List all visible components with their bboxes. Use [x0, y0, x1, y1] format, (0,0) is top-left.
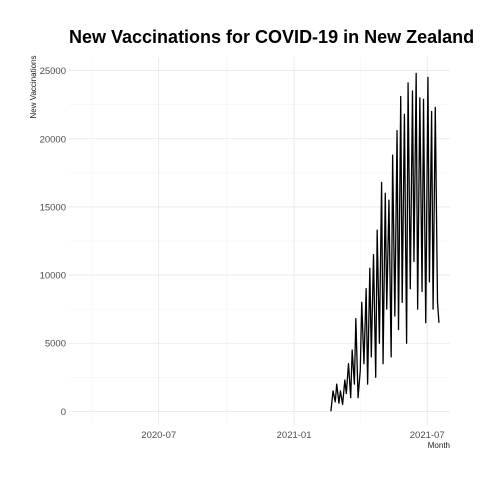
- plot-grid: [69, 57, 450, 425]
- y-tick-label: 20000: [40, 134, 66, 145]
- chart-title: New Vaccinations for COVID-19 in New Zea…: [69, 27, 474, 47]
- y-tick-label: 10000: [40, 271, 66, 282]
- x-tick-label: 2021-07: [410, 430, 445, 441]
- series-line: [330, 72, 440, 412]
- y-tick-label: 0: [61, 407, 66, 418]
- x-axis-ticks: 2020-07 2021-01 2021-07: [141, 430, 444, 441]
- y-tick-label: 5000: [45, 339, 66, 350]
- series-marks: [330, 72, 440, 412]
- y-axis-ticks: 0 5000 10000 15000 20000 25000: [40, 66, 66, 418]
- x-axis-label: Month: [428, 441, 450, 450]
- x-tick-label: 2021-01: [277, 430, 312, 441]
- y-axis-label: New Vaccinations: [29, 56, 38, 119]
- y-tick-label: 15000: [40, 202, 66, 213]
- x-tick-label: 2020-07: [141, 430, 176, 441]
- y-tick-label: 25000: [40, 66, 66, 77]
